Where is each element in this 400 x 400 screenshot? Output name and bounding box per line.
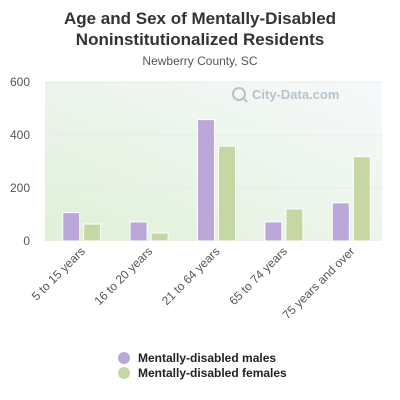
bar-males bbox=[264, 221, 283, 242]
bar-females bbox=[150, 232, 169, 242]
legend-label-females: Mentally-disabled females bbox=[138, 365, 287, 380]
bar-males bbox=[129, 221, 148, 242]
watermark: City-Data.com bbox=[232, 87, 339, 103]
legend-swatch-females bbox=[118, 366, 130, 379]
bar-females bbox=[285, 208, 304, 242]
y-tick-label: 400 bbox=[10, 128, 30, 142]
x-tick-label: 21 to 64 years bbox=[159, 244, 223, 308]
x-tick-label: 16 to 20 years bbox=[92, 244, 156, 308]
bar-males bbox=[331, 202, 350, 242]
chart-title: Age and Sex of Mentally-Disabled Noninst… bbox=[63, 9, 337, 49]
bar-females bbox=[218, 145, 236, 242]
y-tick-label: 600 bbox=[10, 75, 30, 89]
x-tick-label: 65 to 74 years bbox=[226, 244, 290, 308]
legend-label-males: Mentally-disabled males bbox=[138, 350, 277, 365]
bar-females bbox=[83, 223, 102, 242]
bar-females bbox=[352, 156, 371, 242]
chart-legend: Mentally-disabled males Mentally-disable… bbox=[118, 350, 287, 380]
svg-text:City-Data.com: City-Data.com bbox=[252, 87, 339, 102]
legend-item-females: Mentally-disabled females bbox=[118, 365, 287, 380]
legend-item-males: Mentally-disabled males bbox=[118, 350, 287, 365]
bar-males bbox=[62, 212, 81, 242]
bar-males bbox=[197, 119, 215, 242]
y-tick-label: 200 bbox=[10, 181, 30, 195]
x-tick-label: 75 years and over bbox=[280, 244, 358, 322]
y-tick-label: 0 bbox=[23, 234, 30, 248]
x-tick-label: 5 to 15 years bbox=[29, 244, 88, 303]
legend-swatch-males bbox=[118, 351, 130, 364]
chart-subtitle: Newberry County, SC bbox=[142, 54, 258, 68]
